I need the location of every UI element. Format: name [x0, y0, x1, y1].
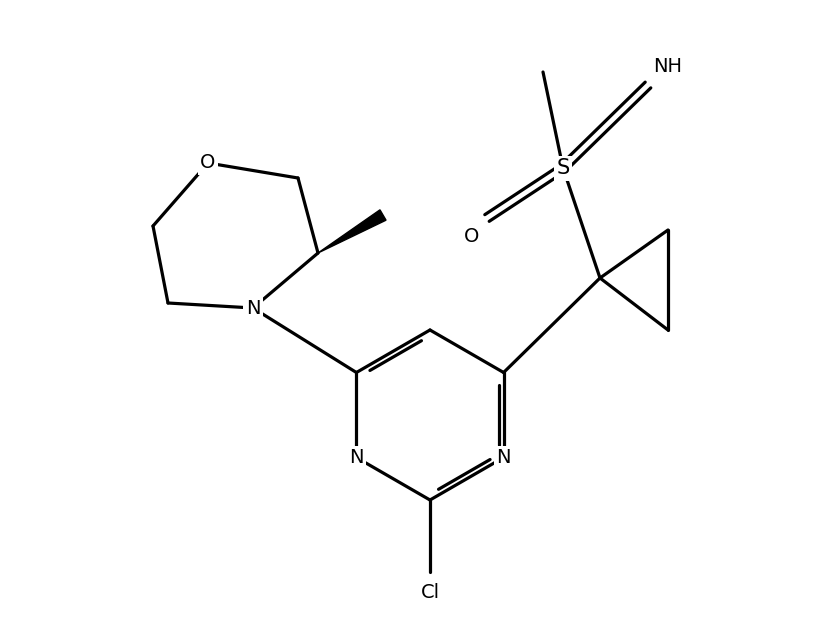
Polygon shape: [318, 210, 386, 253]
Text: N: N: [245, 299, 261, 317]
Text: NH: NH: [654, 57, 682, 77]
Text: N: N: [349, 448, 363, 467]
Text: Cl: Cl: [421, 582, 439, 601]
Text: S: S: [556, 158, 569, 178]
Text: O: O: [464, 226, 479, 246]
Text: N: N: [496, 448, 511, 467]
Text: O: O: [200, 154, 215, 172]
